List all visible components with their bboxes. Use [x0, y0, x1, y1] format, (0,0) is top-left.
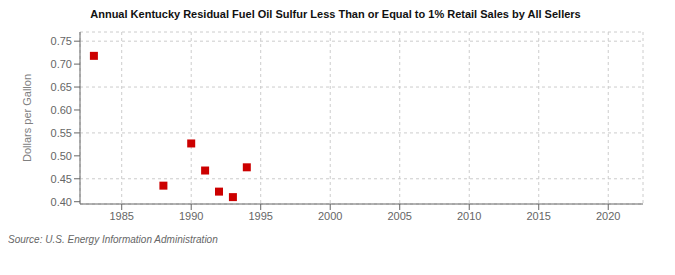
html-text:Annual Kentucky Residual Fuel: Annual Kentucky Residual Fuel Oil Sulfur…: [90, 8, 581, 20]
svg-text:2005: 2005: [387, 210, 411, 222]
svg-text:2020: 2020: [596, 210, 620, 222]
svg-text:2010: 2010: [457, 210, 481, 222]
svg-text:1985: 1985: [109, 210, 133, 222]
html-text:Source: U.S. Energy Informatio: Source: U.S. Energy Information Administ…: [8, 234, 218, 245]
svg-text:0.40: 0.40: [51, 196, 72, 208]
svg-text:1990: 1990: [179, 210, 203, 222]
svg-text:0.45: 0.45: [51, 173, 72, 185]
svg-text:Dollars per Gallon: Dollars per Gallon: [21, 74, 33, 162]
svg-text:1995: 1995: [248, 210, 272, 222]
svg-text:2015: 2015: [526, 210, 550, 222]
svg-text:0.50: 0.50: [51, 150, 72, 162]
svg-text:0.65: 0.65: [51, 81, 72, 93]
svg-text:0.55: 0.55: [51, 127, 72, 139]
svg-text:0.60: 0.60: [51, 104, 72, 116]
svg-text:2000: 2000: [318, 210, 342, 222]
svg-text:0.75: 0.75: [51, 35, 72, 47]
svg-text:0.70: 0.70: [51, 58, 72, 70]
